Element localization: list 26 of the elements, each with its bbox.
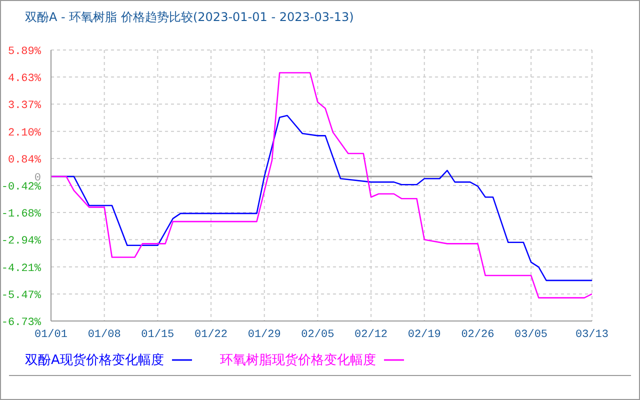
x-tick-label: 02/05 [301,328,334,341]
x-tick-label: 01/08 [88,328,121,341]
x-tick-label: 01/29 [248,328,281,341]
legend-label: 环氧树脂现货价格变化幅度 [220,352,376,369]
y-tick-label: 5.89% [8,46,42,58]
chart-title: 双酚A - 环氧树脂 价格趋势比较(2023-01-01 - 2023-03-13) [25,9,354,26]
x-tick-label: 01/22 [194,328,228,341]
x-tick-label: 02/12 [354,328,388,341]
x-tick-label: 01/15 [141,328,174,341]
line-series [51,72,592,298]
x-tick-label: 01/01 [34,328,68,341]
x-tick-label: 02/26 [461,328,494,341]
y-tick-label: 0.84% [8,154,42,166]
x-tick-label: 02/19 [408,328,441,341]
y-tick-label: -6.73% [1,317,42,329]
y-tick-label: -0.42% [1,182,42,194]
y-tick-label: 3.37% [8,100,42,112]
y-tick-label: -1.68% [1,208,42,221]
y-tick-label: -4.21% [1,262,42,275]
y-tick-label: 2.10% [8,127,42,140]
y-tick-label: 4.63% [8,73,42,86]
legend-label: 双酚A现货价格变化幅度 [25,352,164,369]
y-tick-label: -5.47% [1,290,42,302]
y-tick-label: -2.94% [1,236,42,248]
x-tick-label: 03/13 [575,328,609,341]
x-tick-label: 03/05 [514,328,548,341]
